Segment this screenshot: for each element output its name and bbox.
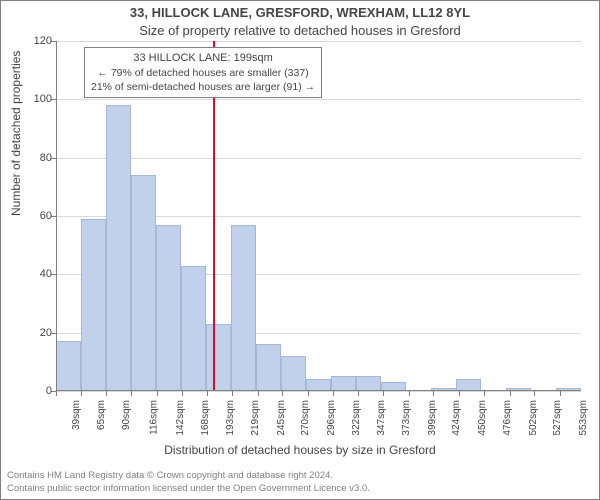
x-tick xyxy=(308,391,309,396)
histogram-bar xyxy=(381,382,406,391)
callout-title: 33 HILLOCK LANE: 199sqm xyxy=(91,51,315,66)
histogram-bar xyxy=(331,376,356,391)
x-tick-label: 527sqm xyxy=(552,400,563,436)
x-tick-label: 39sqm xyxy=(71,400,82,430)
title-address: 33, HILLOCK LANE, GRESFORD, WREXHAM, LL1… xyxy=(1,5,599,20)
figure: 33, HILLOCK LANE, GRESFORD, WREXHAM, LL1… xyxy=(0,0,600,500)
x-tick xyxy=(560,391,561,396)
histogram-bar xyxy=(106,105,131,391)
x-tick-label: 90sqm xyxy=(121,400,132,430)
x-tick-label: 399sqm xyxy=(427,400,438,436)
x-tick-label: 65sqm xyxy=(96,400,107,430)
x-tick xyxy=(282,391,283,396)
x-tick-label: 322sqm xyxy=(351,400,362,436)
histogram-bar xyxy=(56,341,81,391)
x-tick-label: 168sqm xyxy=(200,400,211,436)
y-tick-label: 100 xyxy=(28,93,52,105)
x-tick-label: 502sqm xyxy=(528,400,539,436)
x-tick-label: 450sqm xyxy=(477,400,488,436)
x-tick xyxy=(232,391,233,396)
y-axis-label: Number of detached properties xyxy=(9,51,23,216)
x-tick xyxy=(333,391,334,396)
x-tick xyxy=(81,391,82,396)
grid-line xyxy=(56,99,581,100)
x-tick xyxy=(358,391,359,396)
x-tick xyxy=(459,391,460,396)
x-tick xyxy=(484,391,485,396)
x-tick xyxy=(433,391,434,396)
x-tick xyxy=(258,391,259,396)
callout-box: 33 HILLOCK LANE: 199sqm← 79% of detached… xyxy=(84,47,322,98)
x-tick xyxy=(207,391,208,396)
x-tick xyxy=(131,391,132,396)
x-tick-label: 142sqm xyxy=(175,400,186,436)
histogram-bar xyxy=(281,356,306,391)
title-subtitle: Size of property relative to detached ho… xyxy=(1,23,599,38)
x-tick-label: 245sqm xyxy=(276,400,287,436)
histogram-bar xyxy=(156,225,181,391)
x-tick xyxy=(534,391,535,396)
x-tick-label: 270sqm xyxy=(300,400,311,436)
histogram-bar xyxy=(181,266,206,391)
x-tick xyxy=(409,391,410,396)
x-tick xyxy=(157,391,158,396)
histogram-bar xyxy=(306,379,331,391)
x-tick xyxy=(383,391,384,396)
histogram-bar xyxy=(206,324,231,391)
x-tick-label: 553sqm xyxy=(578,400,589,436)
x-tick xyxy=(510,391,511,396)
x-tick xyxy=(56,391,57,396)
histogram-bar xyxy=(456,379,481,391)
y-tick-label: 0 xyxy=(28,385,52,397)
x-tick-label: 476sqm xyxy=(502,400,513,436)
footer-line-1: Contains HM Land Registry data © Crown c… xyxy=(7,470,333,481)
callout-line-smaller: ← 79% of detached houses are smaller (33… xyxy=(91,66,315,80)
footer-attribution: Contains HM Land Registry data © Crown c… xyxy=(7,470,370,495)
histogram-bar xyxy=(81,219,106,391)
histogram-bar xyxy=(356,376,381,391)
y-tick-label: 60 xyxy=(28,210,52,222)
y-tick-label: 20 xyxy=(28,327,52,339)
histogram-bar xyxy=(231,225,256,391)
x-tick xyxy=(106,391,107,396)
grid-line xyxy=(56,158,581,159)
histogram-bar xyxy=(431,388,456,391)
x-tick-label: 116sqm xyxy=(149,400,160,435)
y-tick-label: 40 xyxy=(28,268,52,280)
footer-line-2: Contains public sector information licen… xyxy=(7,483,370,494)
grid-line xyxy=(56,41,581,42)
x-tick-label: 296sqm xyxy=(326,400,337,436)
callout-line-larger: 21% of semi-detached houses are larger (… xyxy=(91,80,315,94)
x-tick-label: 347sqm xyxy=(376,400,387,436)
histogram-bar xyxy=(256,344,281,391)
x-axis-label: Distribution of detached houses by size … xyxy=(1,443,599,457)
histogram-bar xyxy=(131,175,156,391)
y-tick-label: 120 xyxy=(28,35,52,47)
x-tick-label: 193sqm xyxy=(225,400,236,436)
x-tick-label: 424sqm xyxy=(451,400,462,436)
grid-line xyxy=(56,391,581,392)
x-tick xyxy=(182,391,183,396)
plot-area: 02040608010012039sqm65sqm90sqm116sqm142s… xyxy=(56,41,581,391)
x-tick-label: 219sqm xyxy=(250,400,261,436)
y-tick-label: 80 xyxy=(28,152,52,164)
x-tick-label: 373sqm xyxy=(401,400,412,436)
